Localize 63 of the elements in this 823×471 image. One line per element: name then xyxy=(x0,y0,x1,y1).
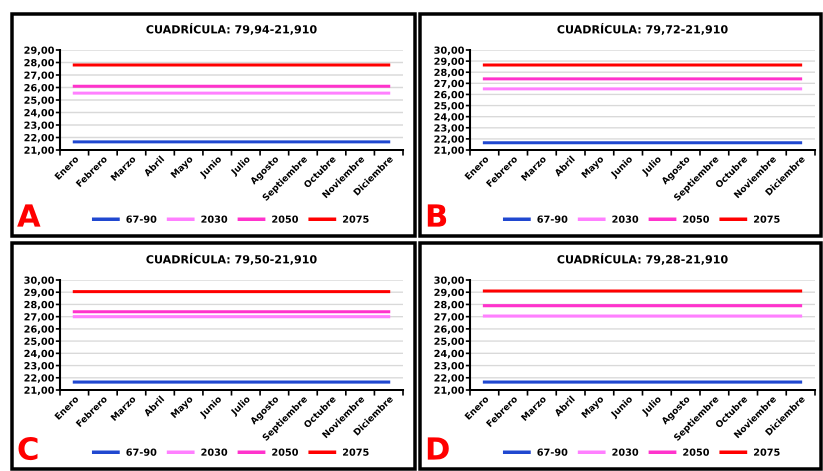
legend-label: 2050 xyxy=(683,215,710,223)
legend-label: 2050 xyxy=(272,215,298,223)
y-tick-label: 24,00 xyxy=(24,108,54,118)
legend-label: 2075 xyxy=(754,215,780,223)
legend-label: 2030 xyxy=(201,215,228,223)
y-tick-label: 30,00 xyxy=(434,46,464,56)
y-tick-label: 23,00 xyxy=(434,124,464,133)
legend-label: 67-90 xyxy=(537,448,568,456)
y-tick-label: 28,00 xyxy=(24,58,54,68)
legend-label: 67-90 xyxy=(537,215,568,223)
chart-title: CUADRÍCULA: 79,72-21,910 xyxy=(557,23,728,35)
y-tick-label: 29,00 xyxy=(24,46,54,56)
y-tick-label: 22,00 xyxy=(434,374,464,383)
legend-label: 2030 xyxy=(612,448,638,456)
text: B xyxy=(428,204,446,227)
y-tick-label: 26,00 xyxy=(434,90,464,100)
chart-title: CUADRÍCULA: 79,28-21,910 xyxy=(557,253,728,265)
y-tick-label: 23,00 xyxy=(24,362,54,371)
y-tick-label: 27,00 xyxy=(434,313,464,322)
y-tick-label: 23,00 xyxy=(24,121,54,130)
y-tick-label: 29,00 xyxy=(24,288,54,298)
legend-label: 2050 xyxy=(272,448,298,456)
y-tick-label: 27,00 xyxy=(24,71,54,80)
chart-title: CUADRÍCULA: 79,94-21,910 xyxy=(146,23,317,35)
y-tick-label: 23,00 xyxy=(434,362,464,371)
y-tick-label: 22,00 xyxy=(24,134,54,143)
chart-title: CUADRÍCULA: 79,50-21,910 xyxy=(146,253,317,265)
y-tick-label: 25,00 xyxy=(24,96,54,106)
y-tick-label: 22,00 xyxy=(434,135,464,144)
y-tick-label: 21,00 xyxy=(434,146,464,156)
y-tick-label: 30,00 xyxy=(24,276,54,286)
y-tick-label: 24,00 xyxy=(24,350,54,358)
legend-label: 67-90 xyxy=(126,215,156,223)
legend-label: 2075 xyxy=(754,448,780,456)
y-tick-label: 24,00 xyxy=(434,350,464,358)
y-tick-label: 27,00 xyxy=(434,80,464,88)
y-tick-label: 26,00 xyxy=(24,325,54,334)
text: D xyxy=(428,437,449,460)
y-tick-label: 27,00 xyxy=(24,313,54,322)
legend-label: 2030 xyxy=(201,448,228,456)
y-tick-label: 28,00 xyxy=(24,300,54,310)
legend-label: 2075 xyxy=(343,215,369,223)
y-tick-label: 28,00 xyxy=(434,68,464,78)
y-tick-label: 28,00 xyxy=(434,300,464,310)
y-tick-label: 25,00 xyxy=(434,338,464,346)
y-tick-label: 29,00 xyxy=(434,288,464,298)
y-tick-label: 21,00 xyxy=(434,386,464,396)
y-tick-label: 22,00 xyxy=(24,374,54,383)
y-tick-label: 26,00 xyxy=(434,325,464,334)
y-tick-label: 21,00 xyxy=(24,146,54,156)
y-tick-label: 29,00 xyxy=(434,58,464,66)
y-tick-label: 26,00 xyxy=(24,84,54,93)
legend-label: 2050 xyxy=(683,448,710,456)
legend-label: 2030 xyxy=(612,215,638,223)
legend-label: 2075 xyxy=(343,448,369,456)
y-tick-label: 24,00 xyxy=(434,113,464,122)
y-tick-label: 25,00 xyxy=(434,102,464,111)
y-tick-label: 25,00 xyxy=(24,338,54,346)
legend-label: 67-90 xyxy=(126,448,156,456)
text: C xyxy=(18,436,38,460)
y-tick-label: 30,00 xyxy=(434,276,464,286)
text: A xyxy=(17,204,40,227)
y-tick-label: 21,00 xyxy=(24,386,54,396)
